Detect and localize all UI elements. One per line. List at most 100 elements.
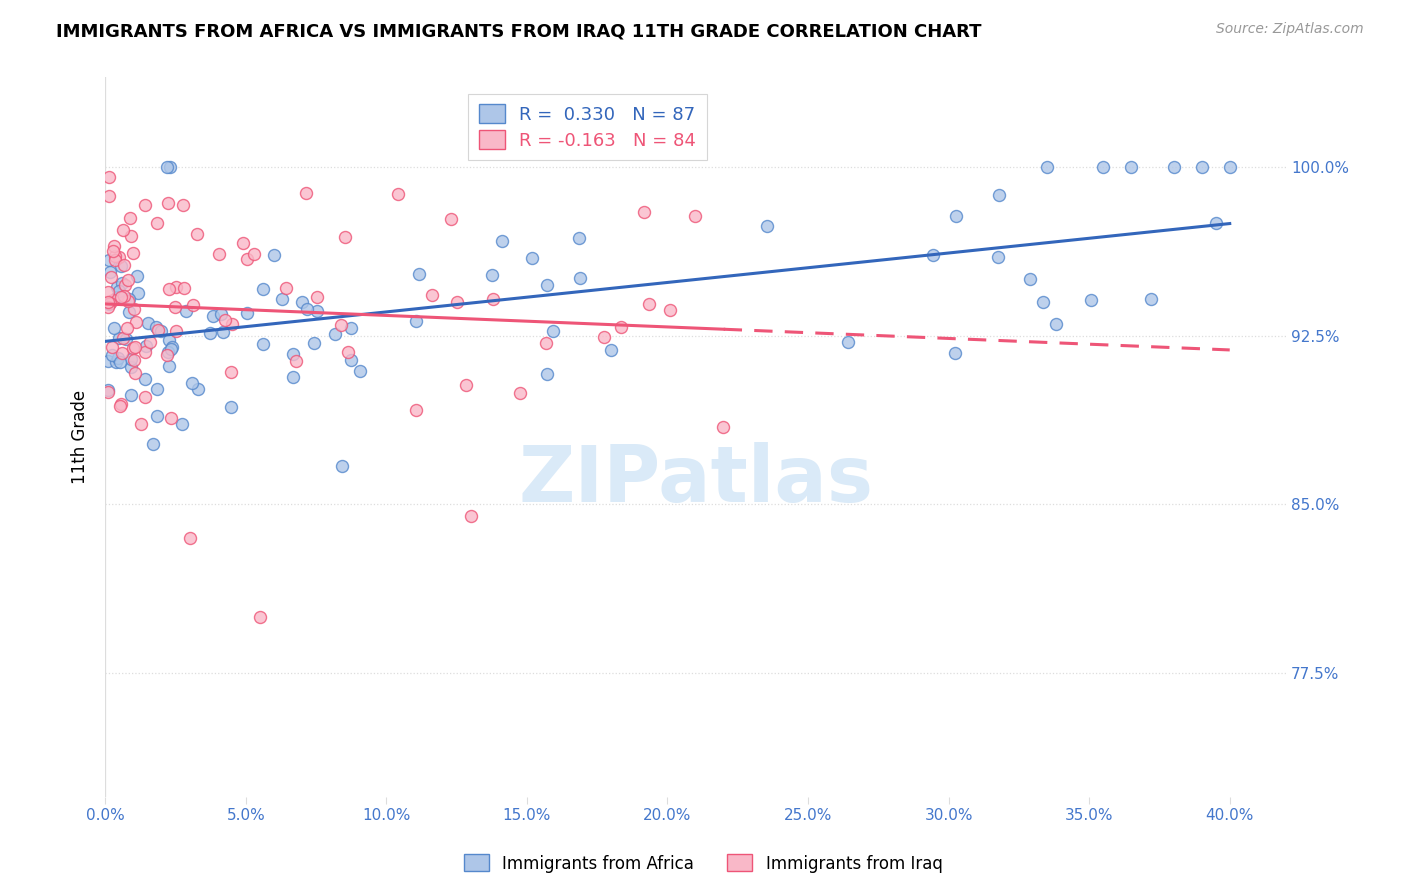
Point <box>1191 161 1213 175</box>
Point <box>281 347 304 361</box>
Point <box>302 335 325 350</box>
Point <box>112 258 135 272</box>
Point <box>110 396 132 410</box>
Point <box>97 301 120 315</box>
Point <box>440 211 463 226</box>
Text: IMMIGRANTS FROM AFRICA VS IMMIGRANTS FROM IRAQ 11TH GRADE CORRELATION CHART: IMMIGRANTS FROM AFRICA VS IMMIGRANTS FRO… <box>56 22 981 40</box>
Point <box>111 331 134 345</box>
Point <box>110 290 132 304</box>
Point <box>569 271 592 285</box>
Legend: Immigrants from Africa, Immigrants from Iraq: Immigrants from Africa, Immigrants from … <box>457 847 949 880</box>
Point <box>658 303 681 318</box>
Point <box>219 401 242 415</box>
Point <box>124 366 146 380</box>
Point <box>134 390 156 404</box>
Point <box>157 359 180 374</box>
Text: Source: ZipAtlas.com: Source: ZipAtlas.com <box>1216 22 1364 37</box>
Point <box>536 367 558 381</box>
Point <box>281 369 304 384</box>
Point <box>337 344 360 359</box>
Point <box>243 246 266 260</box>
Point <box>387 186 409 201</box>
Point <box>157 333 180 347</box>
Point <box>117 293 139 308</box>
Point <box>323 327 346 342</box>
Point <box>110 259 132 273</box>
Point <box>107 351 129 366</box>
Point <box>97 353 120 368</box>
Point <box>145 320 167 334</box>
Point <box>236 252 259 267</box>
Point <box>600 343 623 358</box>
Point <box>105 290 128 304</box>
Point <box>111 346 134 360</box>
Point <box>121 388 143 402</box>
Point <box>101 348 124 362</box>
Point <box>101 293 124 308</box>
Point <box>232 235 254 250</box>
Point <box>120 229 142 244</box>
Point <box>98 265 121 279</box>
Point <box>103 239 125 253</box>
Point <box>179 531 201 545</box>
Y-axis label: 11th Grade: 11th Grade <box>72 390 89 484</box>
Point <box>181 297 204 311</box>
Point <box>330 318 353 332</box>
Point <box>108 284 131 298</box>
Point <box>1219 161 1241 175</box>
Point <box>456 377 478 392</box>
Point <box>135 339 157 353</box>
Point <box>146 216 169 230</box>
Point <box>114 278 136 293</box>
Point <box>307 290 329 304</box>
Point <box>263 248 285 262</box>
Point <box>163 300 186 314</box>
Point <box>945 346 967 360</box>
Point <box>1163 161 1185 175</box>
Point <box>120 352 142 367</box>
Point <box>340 321 363 335</box>
Point <box>159 161 181 175</box>
Point <box>592 329 614 343</box>
Point <box>120 359 142 374</box>
Point <box>173 280 195 294</box>
Point <box>122 341 145 355</box>
Point <box>124 340 146 354</box>
Point <box>1092 161 1115 175</box>
Point <box>117 273 139 287</box>
Point <box>157 345 180 359</box>
Point <box>134 372 156 386</box>
Point <box>160 411 183 425</box>
Point <box>755 219 778 233</box>
Point <box>208 246 231 260</box>
Point <box>711 420 734 434</box>
Point <box>118 292 141 306</box>
Point <box>165 279 187 293</box>
Point <box>97 295 120 310</box>
Point <box>285 353 308 368</box>
Point <box>509 385 531 400</box>
Point <box>252 282 274 296</box>
Point <box>136 317 159 331</box>
Point <box>638 297 661 311</box>
Point <box>460 508 482 523</box>
Point <box>235 306 257 320</box>
Point <box>103 320 125 334</box>
Point <box>100 269 122 284</box>
Point <box>221 317 243 331</box>
Point <box>1205 216 1227 230</box>
Point <box>115 333 138 347</box>
Point <box>146 409 169 423</box>
Point <box>198 326 221 340</box>
Point <box>146 323 169 337</box>
Point <box>142 437 165 451</box>
Point <box>1045 318 1067 332</box>
Point <box>271 293 294 307</box>
Point <box>1080 293 1102 308</box>
Point <box>170 417 193 431</box>
Point <box>252 336 274 351</box>
Point <box>172 198 194 212</box>
Point <box>111 277 134 291</box>
Point <box>108 355 131 369</box>
Point <box>349 364 371 378</box>
